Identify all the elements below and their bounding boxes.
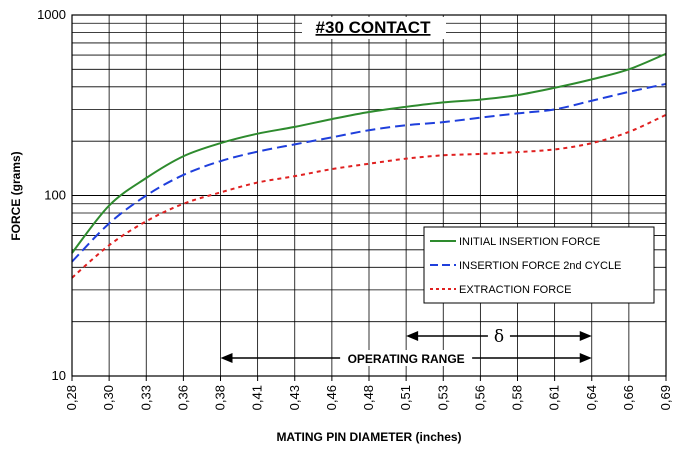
x-tick-label: 0,43 [287,385,302,410]
annotation-arrowhead [579,353,592,363]
x-tick-label: 0,48 [361,385,376,410]
operating-range-label: OPERATING RANGE [348,352,465,366]
tick-labels: 0,28 0,30 0,33 0,36 0,38 0,41 0,43 0,46 0,48 0,51… [37,7,673,410]
y-axis-title: FORCE (grams) [9,151,23,240]
annotation-arrowhead [579,331,592,341]
y-tick-label: 10 [52,368,66,383]
chart-title: #30 CONTACT [316,18,432,37]
x-tick-label: 0,64 [584,385,599,410]
x-tick-label: 0,61 [547,385,562,410]
x-tick-label: 0,66 [621,385,636,410]
x-tick-label: 0,56 [472,385,487,410]
legend-label: INITIAL INSERTION FORCE [459,236,600,248]
operating-range-label-background [340,350,473,366]
x-axis-title: MATING PIN DIAMETER (inches) [276,430,461,444]
series-line [71,52,667,254]
y-tick-label: 100 [44,188,66,203]
x-tick-label: 0,38 [213,385,228,410]
delta-label: δ [494,327,504,347]
x-tick-label: 0,53 [435,385,450,410]
chart-title-background [302,17,446,39]
legend: INITIAL INSERTION FORCE INSERTION FORCE 2… [423,226,655,304]
plot-frame [71,14,667,377]
x-tick-label: 0,33 [138,385,153,410]
legend-box [423,226,655,304]
series-line [71,82,667,263]
x-tick-label: 0,46 [324,385,339,410]
x-tick-label: 0,36 [175,385,190,410]
grid [71,15,667,381]
legend-label: EXTRACTION FORCE [459,284,571,296]
x-tick-label: 0,30 [101,385,116,410]
annotations: OPERATING RANGE δ [220,37,592,366]
annotation-arrowhead [406,331,419,341]
x-tick-label: 0,51 [398,385,413,410]
series-line [71,113,667,279]
series-lines [71,52,667,279]
x-tick-label: 0,28 [64,385,79,410]
legend-label: INSERTION FORCE 2nd CYCLE [459,260,621,272]
annotation-arrowhead [220,353,233,363]
x-tick-label: 0,41 [250,385,265,410]
y-tick-label: 1000 [37,7,66,22]
x-tick-label: 0,58 [510,385,525,410]
x-tick-label: 0,69 [658,385,673,410]
delta-label-background [487,326,510,346]
